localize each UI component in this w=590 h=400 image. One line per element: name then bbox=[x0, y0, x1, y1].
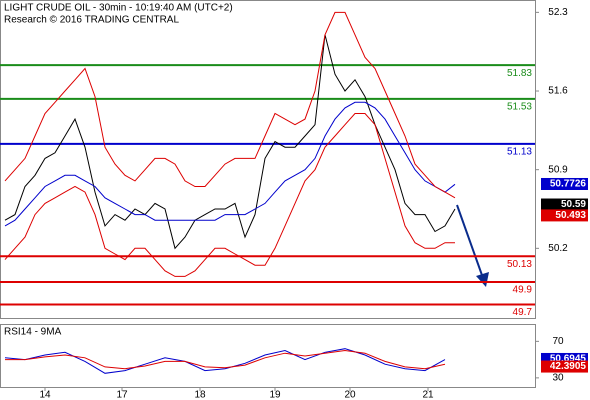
series-line bbox=[4, 101, 456, 227]
y-tick-label: 50.2 bbox=[548, 243, 568, 254]
value-marker bbox=[541, 209, 588, 222]
rsi-title: RSI14 - 9MA bbox=[4, 327, 62, 338]
value-marker-label: 50.493 bbox=[555, 210, 586, 221]
chart-title: LIGHT CRUDE OIL - 30min - 10:19:40 AM (U… bbox=[4, 3, 233, 14]
y-tick-label: 70 bbox=[552, 336, 564, 347]
value-marker-label: 50.6945 bbox=[550, 354, 587, 365]
value-marker bbox=[541, 198, 588, 211]
level-label: 51.53 bbox=[507, 102, 532, 113]
y-tick-label: 51.6 bbox=[548, 86, 568, 97]
series-line bbox=[4, 34, 456, 250]
level-label: 49.9 bbox=[513, 285, 533, 296]
x-tick-label: 20 bbox=[344, 390, 356, 400]
value-marker bbox=[541, 360, 588, 373]
chart-subtitle: Research © 2016 TRADING CENTRAL bbox=[4, 15, 179, 26]
x-tick-label: 19 bbox=[269, 390, 281, 400]
series-line bbox=[5, 349, 446, 370]
value-marker-label: 50.7726 bbox=[550, 179, 587, 190]
series-line bbox=[4, 11, 456, 199]
rsi-panel bbox=[0, 324, 536, 388]
level-label: 49.7 bbox=[513, 307, 533, 318]
level-label: 50.13 bbox=[507, 259, 532, 270]
value-marker-label: 50.59 bbox=[561, 199, 586, 210]
x-tick-label: 21 bbox=[422, 390, 434, 400]
y-tick-label: 30 bbox=[552, 373, 564, 384]
forecast-arrow bbox=[456, 204, 484, 279]
y-tick-label: 52.3 bbox=[548, 7, 568, 18]
level-label: 51.13 bbox=[507, 146, 532, 157]
value-marker-label: 42.3905 bbox=[550, 361, 587, 372]
y-tick-label: 50.9 bbox=[548, 164, 568, 175]
series-line bbox=[4, 113, 455, 277]
level-label: 51.83 bbox=[507, 68, 532, 79]
x-tick-label: 14 bbox=[39, 390, 51, 400]
x-tick-label: 17 bbox=[116, 390, 128, 400]
x-tick-label: 18 bbox=[194, 390, 206, 400]
price-panel bbox=[0, 0, 536, 319]
arrow-head bbox=[476, 272, 489, 287]
series-line bbox=[4, 348, 446, 374]
value-marker bbox=[541, 177, 588, 190]
